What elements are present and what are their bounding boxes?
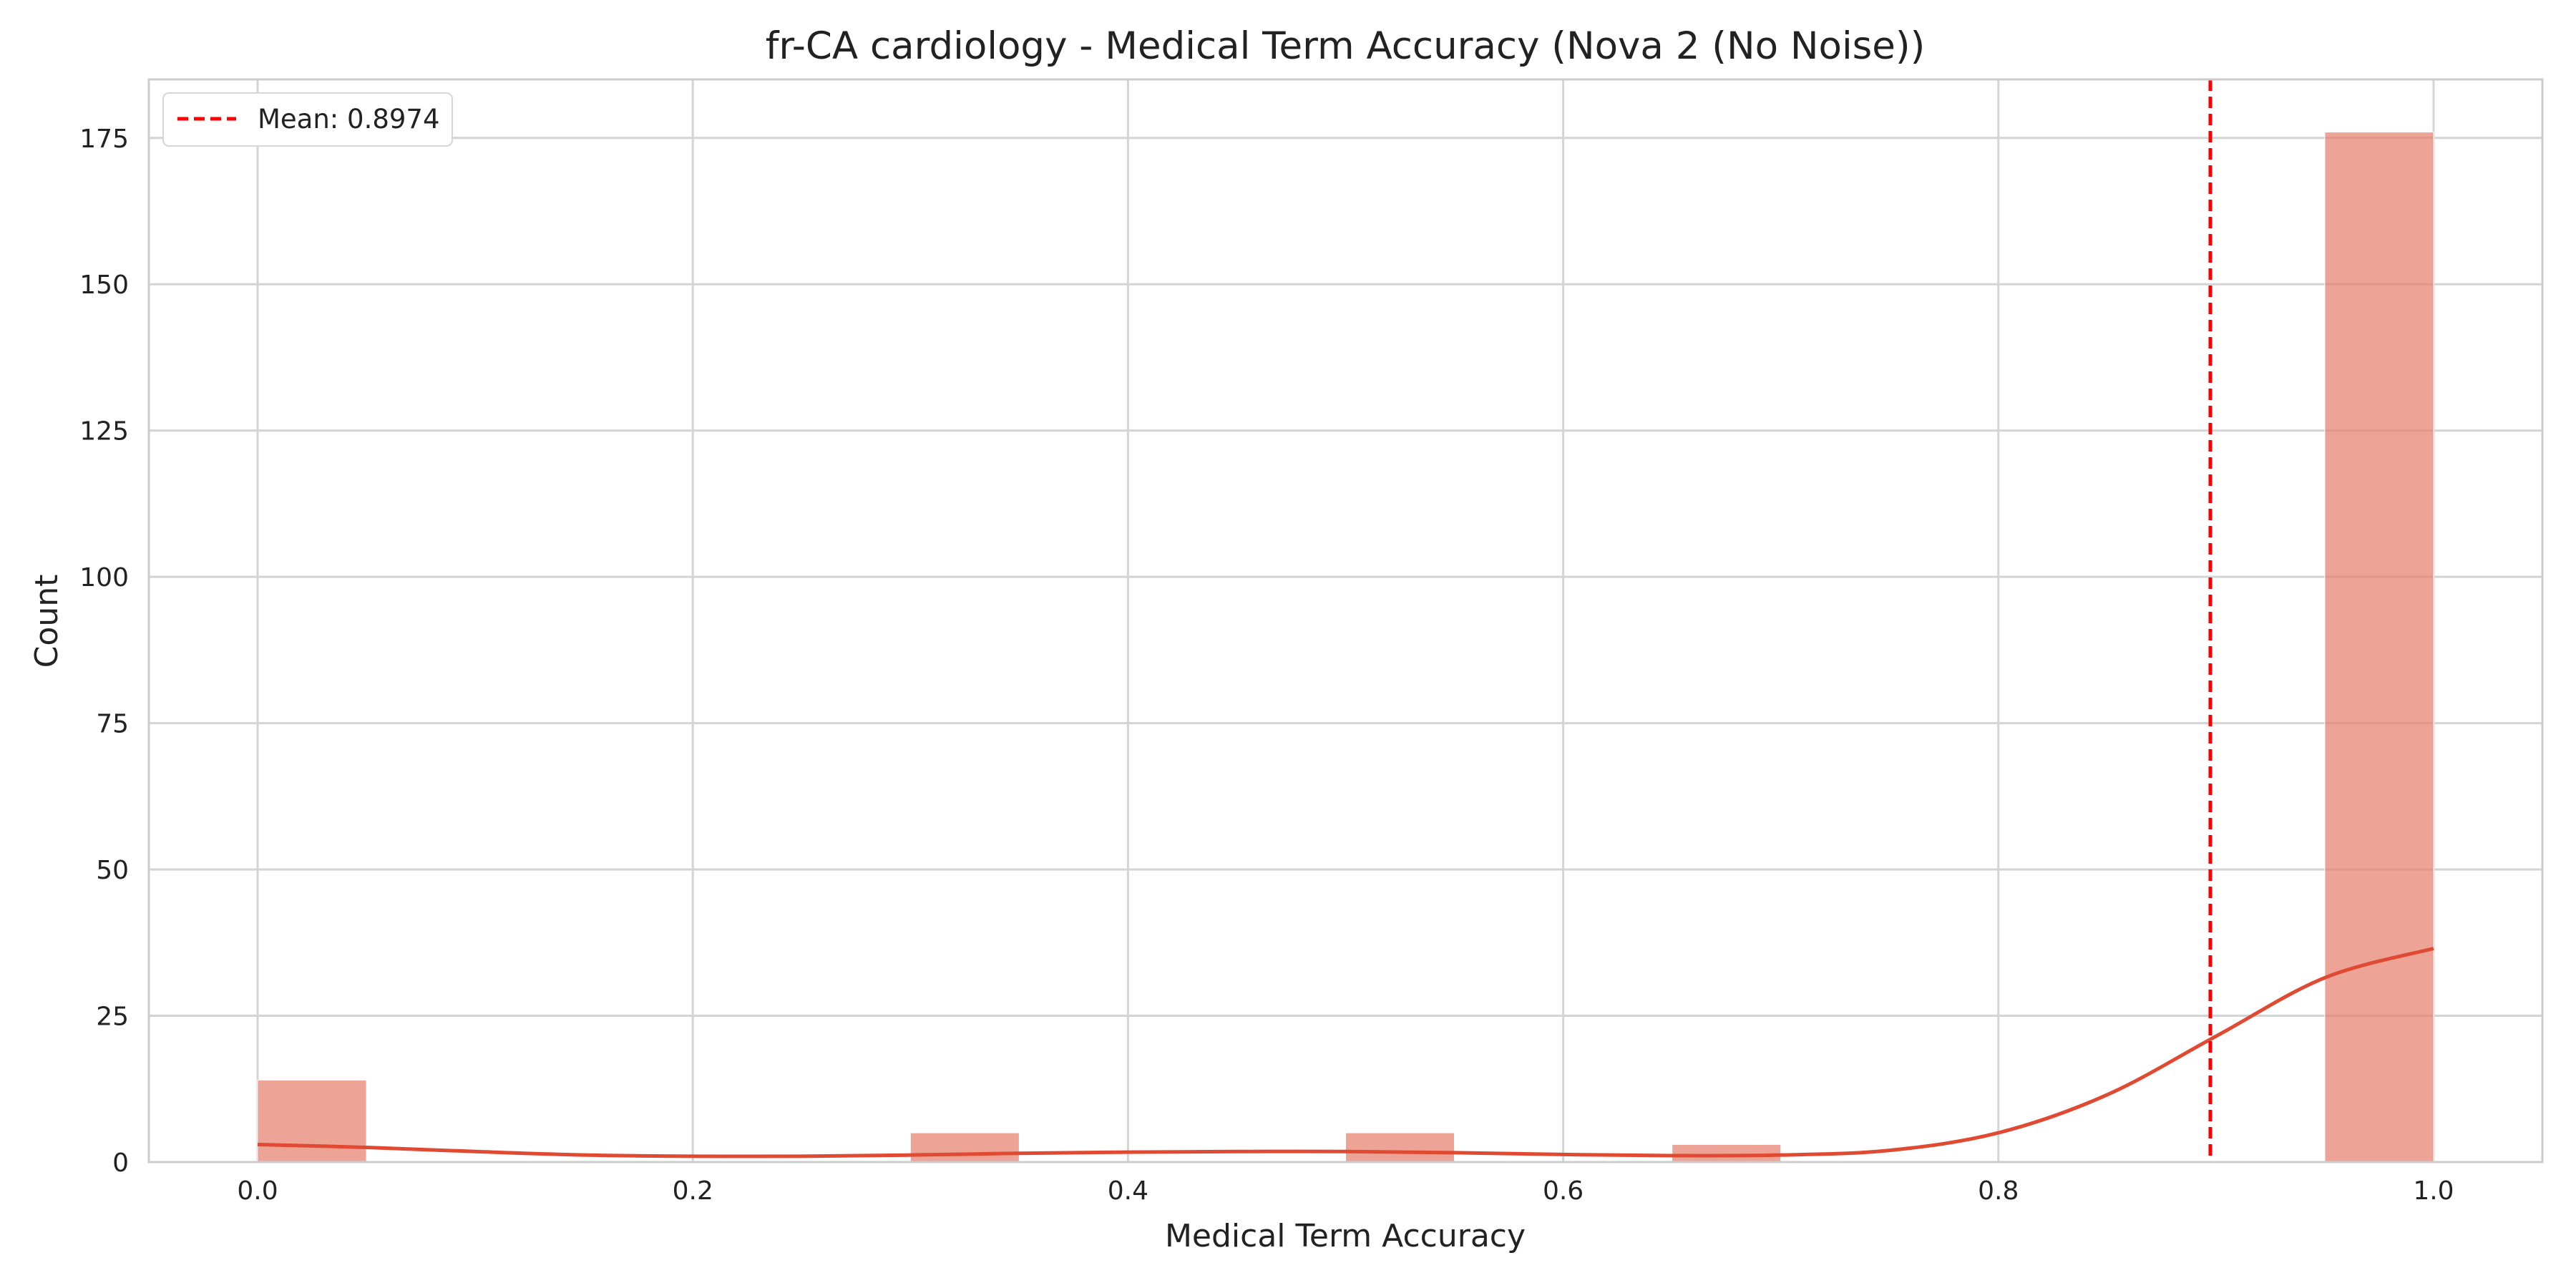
x-axis-label: Medical Term Accuracy bbox=[1165, 1218, 1526, 1254]
y-tick-label: 0 bbox=[112, 1148, 129, 1178]
x-tick-label: 0.0 bbox=[237, 1176, 278, 1206]
ticks-layer: 0.0 0.2 0.4 0.6 0.8 1.0 0 25 50 75 100 125 150 175 bbox=[79, 125, 2454, 1206]
histogram-bar bbox=[909, 1132, 1020, 1163]
y-tick-label: 125 bbox=[79, 417, 129, 447]
x-tick-label: 0.8 bbox=[1978, 1176, 2019, 1206]
histogram-bar bbox=[1345, 1132, 1455, 1163]
histogram-bar bbox=[1672, 1143, 1782, 1163]
y-tick-label: 75 bbox=[96, 710, 129, 739]
legend: Mean: 0.8974 bbox=[162, 92, 453, 147]
x-tick-label: 0.6 bbox=[1543, 1176, 1584, 1206]
y-tick-label: 100 bbox=[79, 563, 129, 592]
kde-layer bbox=[257, 947, 2434, 1158]
bars-layer bbox=[257, 132, 2434, 1163]
y-tick-label: 150 bbox=[79, 270, 129, 300]
legend-box bbox=[162, 92, 453, 147]
x-tick-label: 0.4 bbox=[1108, 1176, 1148, 1206]
y-axis-label: Count bbox=[29, 575, 65, 668]
y-tick-label: 50 bbox=[96, 856, 129, 885]
kde-curve bbox=[257, 947, 2434, 1158]
histogram-bar bbox=[2324, 132, 2434, 1163]
chart-title: fr-CA cardiology - Medical Term Accuracy… bbox=[766, 24, 1926, 68]
y-tick-label: 175 bbox=[79, 125, 129, 154]
plot-frame bbox=[147, 78, 2544, 1163]
x-tick-label: 1.0 bbox=[2413, 1176, 2454, 1206]
histogram-bar bbox=[257, 1080, 367, 1163]
legend-mean-label: Mean: 0.8974 bbox=[258, 104, 440, 135]
x-tick-label: 0.2 bbox=[673, 1176, 713, 1206]
y-tick-label: 25 bbox=[96, 1002, 129, 1032]
